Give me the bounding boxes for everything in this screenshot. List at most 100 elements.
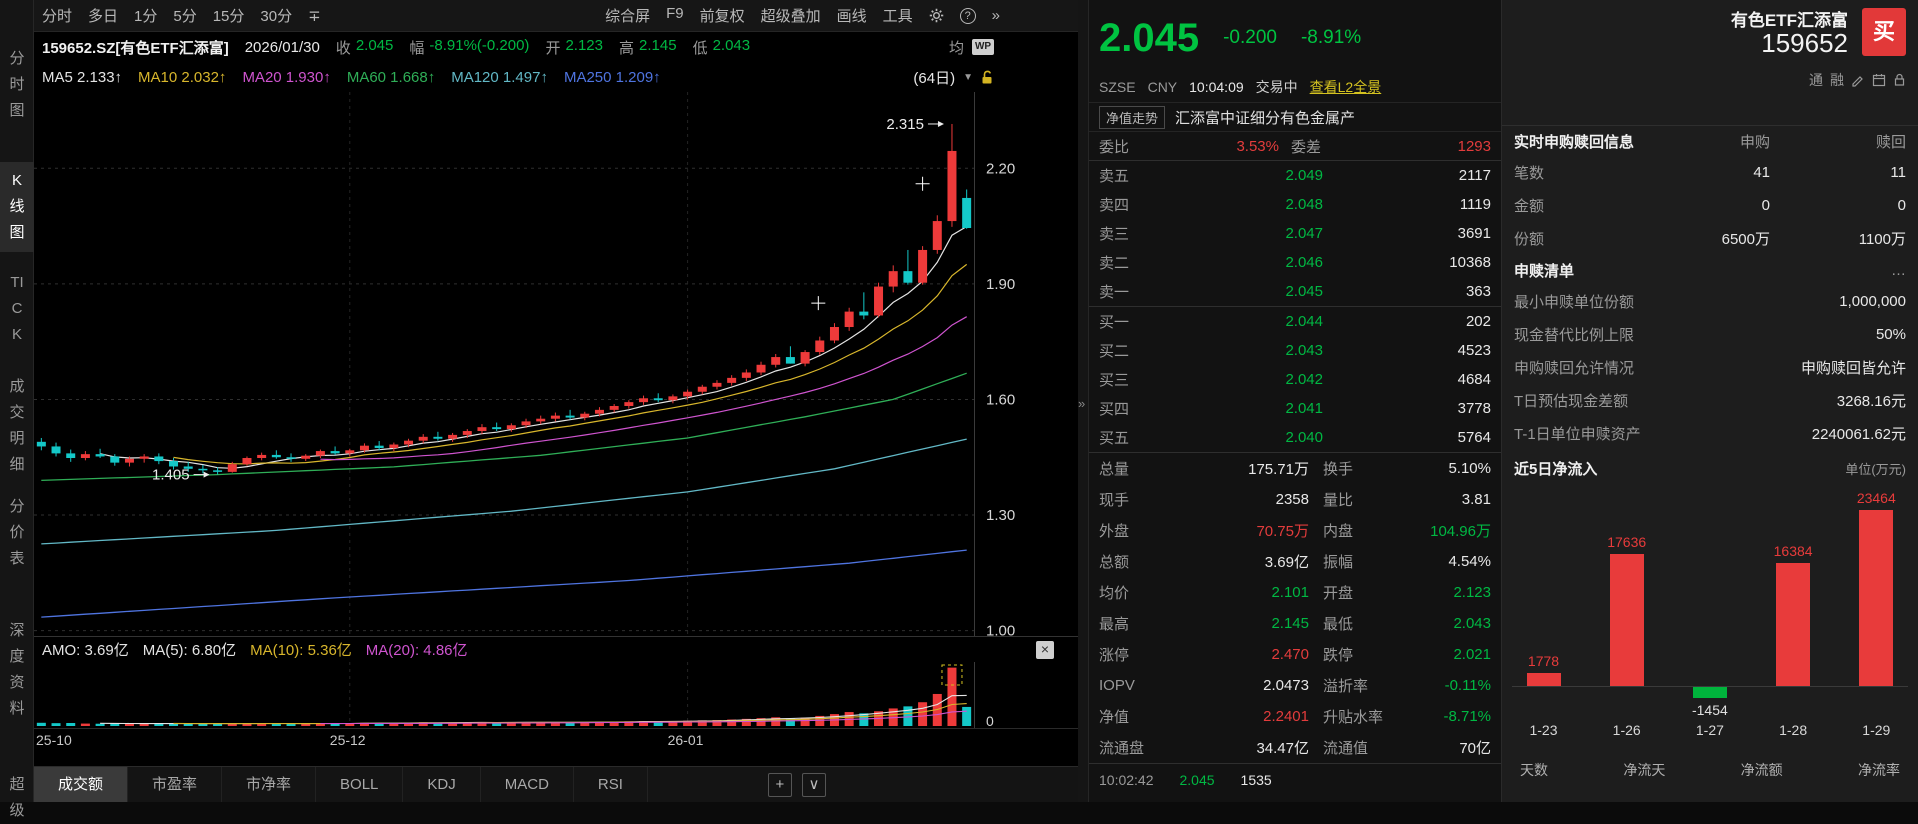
etf-panel: 有色ETF汇添富 159652 买 通 融 实时申购赎回信息 申购 赎回 笔数 4… bbox=[1502, 0, 1918, 802]
collapse-panel-button[interactable]: ∨ bbox=[801, 772, 826, 797]
bid-row[interactable]: 买三 2.042 4684 bbox=[1089, 365, 1501, 394]
flow-value-label: 17636 bbox=[1607, 534, 1647, 550]
sidebar-item-price-table[interactable]: 分价表 bbox=[9, 498, 25, 567]
toolbar-tool[interactable]: 工具 bbox=[882, 8, 913, 25]
indicator-tab[interactable]: BOLL bbox=[316, 767, 404, 802]
stat-row: 流通盘 34.47亿 流通值 70亿 bbox=[1089, 732, 1501, 763]
weicha-value: 1293 bbox=[1457, 137, 1491, 155]
sidebar-item-kline[interactable]: K线图 bbox=[0, 162, 34, 252]
ask-row[interactable]: 卖二 2.046 10368 bbox=[1089, 248, 1501, 277]
weicha-label: 委差 bbox=[1291, 138, 1322, 156]
flow-value-label: 1778 bbox=[1527, 653, 1560, 669]
more-button[interactable]: … bbox=[1891, 261, 1906, 279]
stat-value: -0.11% bbox=[1444, 677, 1491, 694]
wp-icon[interactable]: WP bbox=[972, 39, 994, 55]
toolbar-period[interactable]: 15分 bbox=[212, 8, 245, 25]
toolbar: 分时 多日 1分 5分 15分 30分 ∓ 综合屏 F9 前复权 超级叠加 画线 工具 ? » bbox=[34, 0, 1078, 32]
sidebar-item-trade-detail[interactable]: 成交明细 bbox=[9, 378, 25, 473]
trade-date: 2026/01/30 bbox=[244, 38, 320, 56]
indicator-tab[interactable]: 市净率 bbox=[222, 767, 317, 802]
flow-bar bbox=[1776, 563, 1811, 686]
info-field-value: 2.045 bbox=[355, 36, 394, 54]
x-axis-label: 26-01 bbox=[667, 732, 704, 748]
l2-link[interactable]: 查看L2全景 bbox=[1309, 79, 1382, 95]
flow-footer-label[interactable]: 净流率 bbox=[1857, 761, 1900, 778]
stat-label: 均价 bbox=[1099, 585, 1130, 602]
bid-row[interactable]: 买二 2.043 4523 bbox=[1089, 336, 1501, 365]
toolbar-tool[interactable]: 综合屏 bbox=[605, 8, 651, 25]
ask-row[interactable]: 卖一 2.045 363 bbox=[1089, 277, 1501, 306]
bid-label: 买五 bbox=[1099, 430, 1130, 447]
stat-label: 总量 bbox=[1099, 461, 1130, 478]
indicator-tab[interactable]: RSI bbox=[574, 767, 648, 802]
volume-chart[interactable]: 0 bbox=[34, 662, 1078, 728]
indicator-tab[interactable]: 市盈率 bbox=[128, 767, 223, 802]
info-field-value: 2.123 bbox=[565, 36, 603, 54]
calendar-icon[interactable] bbox=[1872, 73, 1886, 87]
redeem-title: 申赎清单 bbox=[1514, 262, 1575, 280]
buy-button[interactable]: 买 bbox=[1862, 8, 1906, 56]
unlock-icon[interactable] bbox=[981, 70, 994, 85]
toolbar-tool[interactable]: 超级叠加 bbox=[760, 8, 821, 25]
ask-row[interactable]: 卖四 2.048 1119 bbox=[1089, 190, 1501, 219]
svg-text:0: 0 bbox=[986, 713, 994, 728]
toolbar-period[interactable]: 分时 bbox=[42, 8, 73, 25]
bid-row[interactable]: 买一 2.044 202 bbox=[1089, 307, 1501, 336]
sidebar-item-tick[interactable]: TICK bbox=[10, 274, 24, 343]
period-count-selector[interactable]: (64日) bbox=[913, 69, 956, 87]
redeem-row-label: T-1日单位申赎资产 bbox=[1514, 426, 1641, 443]
price-change-pct: -8.91% bbox=[1300, 27, 1362, 48]
ma-value: MA120 1.497↑ bbox=[451, 68, 548, 86]
help-icon[interactable]: ? bbox=[959, 7, 976, 24]
toolbar-period[interactable]: 5分 bbox=[173, 8, 197, 25]
chevron-down-icon[interactable]: ▼ bbox=[963, 71, 973, 83]
amo-value: MA(10): 5.36亿 bbox=[250, 642, 352, 659]
toolbar-period[interactable]: 30分 bbox=[260, 8, 293, 25]
info-field-value: 2.043 bbox=[712, 36, 751, 54]
avg-toggle[interactable]: 均 bbox=[948, 39, 964, 57]
ask-row[interactable]: 卖三 2.047 3691 bbox=[1089, 219, 1501, 248]
close-icon[interactable]: × bbox=[1036, 640, 1054, 659]
toolbar-tool[interactable]: 画线 bbox=[836, 8, 867, 25]
fund-index-name[interactable]: 汇添富中证细分有色金属产 bbox=[1175, 109, 1356, 127]
toolbar-period[interactable]: 1分 bbox=[134, 8, 158, 25]
nav-trend-button[interactable]: 净值走势 bbox=[1099, 105, 1166, 129]
toolbar-more-icon[interactable]: » bbox=[991, 7, 1000, 24]
flow-footer-label[interactable]: 净流额 bbox=[1740, 761, 1783, 778]
bid-row[interactable]: 买四 2.041 3778 bbox=[1089, 394, 1501, 423]
bid-row[interactable]: 买五 2.040 5764 bbox=[1089, 423, 1501, 452]
kline-chart[interactable]: 2.20 1.90 1.60 1.30 1.00 2.315 1.405 bbox=[34, 92, 1078, 636]
sidebar-item-super[interactable]: 超级 bbox=[9, 776, 25, 819]
panel-splitter[interactable]: » bbox=[1078, 0, 1089, 802]
stat-label: 跌停 bbox=[1323, 647, 1354, 664]
ask-row[interactable]: 卖五 2.049 2117 bbox=[1089, 161, 1501, 190]
sidebar-item-depth[interactable]: 深度资料 bbox=[9, 622, 25, 717]
tick-row[interactable]: 10:02:42 2.045 1535 bbox=[1089, 764, 1501, 796]
redeem-header: 申赎清单 … bbox=[1502, 255, 1918, 285]
expand-icon[interactable]: » bbox=[1078, 396, 1086, 411]
indicator-tab[interactable]: KDJ bbox=[403, 767, 481, 802]
margin-rong-flag: 融 bbox=[1830, 72, 1844, 88]
nav-row: 净值走势 汇添富中证细分有色金属产 bbox=[1089, 102, 1501, 132]
bid-qty: 202 bbox=[1465, 313, 1491, 330]
bid-price: 2.044 bbox=[1285, 313, 1323, 330]
indicator-tab[interactable]: 成交额 bbox=[34, 767, 129, 802]
padlock-icon[interactable] bbox=[1893, 73, 1906, 87]
bid-rows: 买一 2.044 202 买二 2.043 4523 买三 2.042 4684 买四 2.041 3… bbox=[1089, 307, 1501, 453]
sidebar-item-minute[interactable]: 分时图 bbox=[9, 50, 25, 119]
flow-footer-label[interactable]: 天数 bbox=[1520, 761, 1548, 778]
redeem-value: 1100万 bbox=[1858, 231, 1906, 248]
toolbar-tool[interactable]: F9 bbox=[666, 5, 684, 22]
toolbar-period[interactable]: 多日 bbox=[88, 8, 119, 25]
toolbar-tool[interactable]: 前复权 bbox=[699, 8, 745, 25]
gear-icon[interactable] bbox=[929, 8, 944, 23]
period-more-icon[interactable]: ∓ bbox=[308, 7, 321, 25]
redeem-row-value: 申购赎回皆允许 bbox=[1800, 360, 1906, 377]
quote-head: 2.045 -0.200 -8.91% bbox=[1089, 0, 1501, 72]
ask-label: 卖四 bbox=[1099, 197, 1130, 214]
edit-icon[interactable] bbox=[1851, 73, 1865, 87]
indicator-tab[interactable]: MACD bbox=[481, 767, 574, 802]
flow-footer-label[interactable]: 净流天 bbox=[1623, 761, 1666, 778]
add-indicator-button[interactable]: + bbox=[767, 772, 792, 797]
stat-value: 2.470 bbox=[1271, 646, 1309, 663]
